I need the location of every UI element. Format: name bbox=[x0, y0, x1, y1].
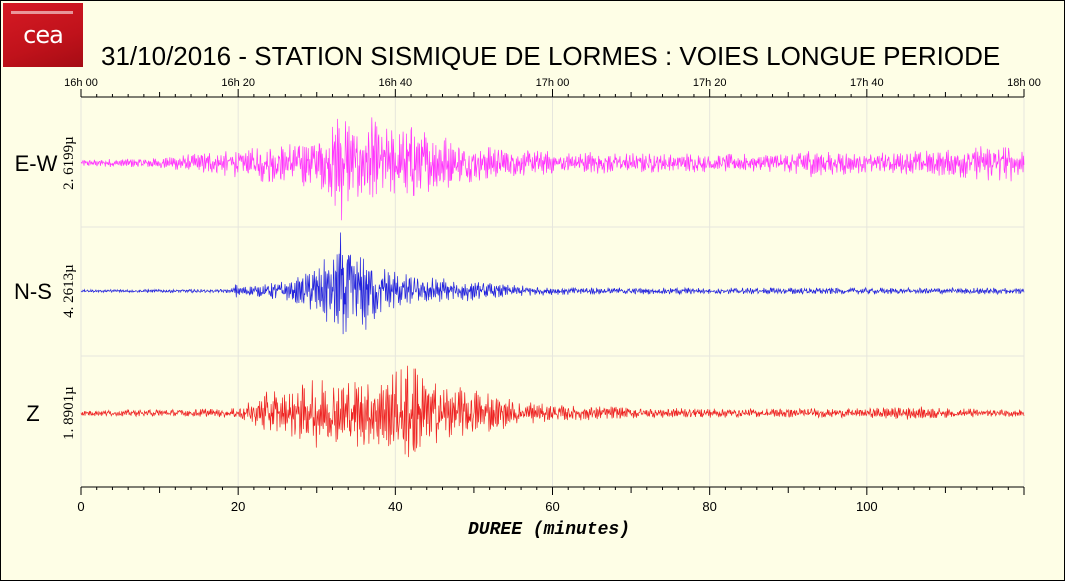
series-name-label: Z bbox=[26, 401, 39, 426]
seismogram-traces: E-W 2. 6199µ N-S 4. 2613µ Z 1. 8901µ bbox=[14, 117, 1025, 458]
time-tick-label: 17h 00 bbox=[536, 77, 570, 89]
trace-ns: N-S 4. 2613µ bbox=[14, 232, 1025, 335]
series-name-label: E-W bbox=[15, 151, 58, 176]
cea-logo: cea bbox=[3, 3, 83, 67]
x-tick-label: 0 bbox=[77, 499, 84, 514]
time-tick-label: 16h 20 bbox=[221, 77, 255, 89]
top-axis: 16h 00 16h 20 16h 40 17h 00 17h 20 17h 40 18h … bbox=[64, 77, 1041, 98]
scale-label: 2. 6199µ bbox=[61, 136, 77, 190]
scale-label: 1. 8901µ bbox=[61, 386, 77, 440]
logo-text: cea bbox=[23, 21, 64, 49]
time-tick-label: 16h 00 bbox=[64, 77, 98, 89]
x-tick-label: 20 bbox=[231, 499, 245, 514]
time-tick-label: 16h 40 bbox=[379, 77, 413, 89]
x-tick-label: 100 bbox=[856, 499, 878, 514]
x-tick-label: 40 bbox=[388, 499, 402, 514]
x-tick-label: 60 bbox=[545, 499, 559, 514]
time-tick-label: 18h 00 bbox=[1007, 77, 1041, 89]
time-tick-label: 17h 20 bbox=[693, 77, 727, 89]
bottom-axis: 0 20 40 60 80 100 bbox=[77, 486, 1025, 514]
trace-line bbox=[80, 117, 1025, 221]
scale-label: 4. 2613µ bbox=[61, 264, 77, 318]
page-title: 31/10/2016 - STATION SISMIQUE DE LORMES … bbox=[101, 41, 1001, 71]
time-tick-label: 17h 40 bbox=[850, 77, 884, 89]
logo-tagline bbox=[11, 11, 73, 14]
trace-z: Z 1. 8901µ bbox=[26, 365, 1025, 458]
trace-line bbox=[80, 365, 1025, 458]
x-axis-label: DUREE (minutes) bbox=[468, 520, 630, 540]
series-name-label: N-S bbox=[14, 279, 52, 304]
trace-line bbox=[80, 232, 1025, 335]
x-tick-label: 80 bbox=[702, 499, 716, 514]
trace-ew: E-W 2. 6199µ bbox=[15, 117, 1025, 221]
